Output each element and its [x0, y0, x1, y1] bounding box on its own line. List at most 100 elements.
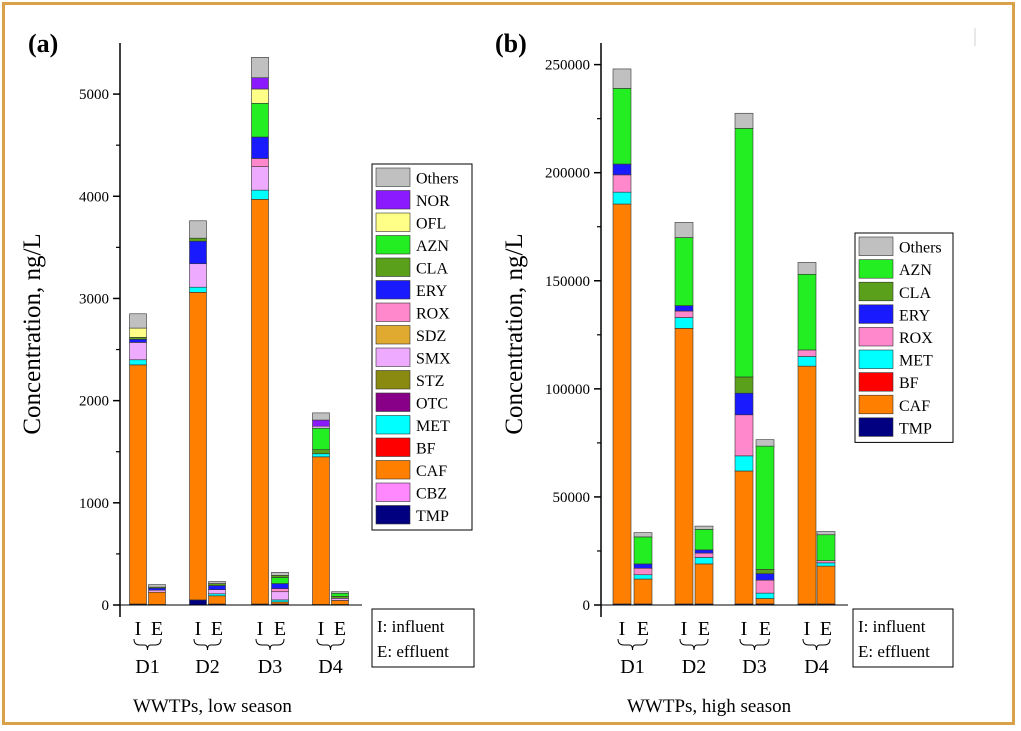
panel-b-bar-D1-E-AZN	[633, 536, 653, 565]
panel-a-label: (a)	[28, 29, 58, 58]
panel-a-bar-D2-E-SMX	[208, 589, 226, 595]
panel-b-legend-label-ROX: ROX	[899, 330, 933, 347]
panel-a-legend-swatch-Others	[375, 167, 411, 187]
panel-a-tick-I: I	[135, 618, 142, 640]
panel-a-bar-D1-E-CAF	[148, 591, 166, 605]
panel-a-bar-D2-I-Others	[189, 220, 207, 239]
panel-a-x-label: WWTPs, low season	[133, 696, 292, 717]
panel-b-tick-E: E	[637, 618, 649, 640]
panel-a-group-brace	[193, 638, 222, 651]
panel-a-group-brace	[316, 638, 345, 651]
panel-a-bar-D3-I-NOR	[251, 77, 269, 90]
panel-a-bar-D3-I-SMX	[251, 166, 269, 191]
panel-a-legend-swatch-TMP	[375, 505, 411, 525]
panel-b-tick-I: I	[804, 618, 811, 640]
panel-b-legend-label-ERY: ERY	[899, 307, 931, 324]
panel-b-legend-label-BF: BF	[899, 375, 919, 392]
panel-b-legend-swatch-BF	[858, 372, 894, 392]
panel-a-tick-E: E	[274, 618, 286, 640]
panel-b-legend-label-TMP: TMP	[899, 420, 932, 437]
panel-a-bar-D4-E-AZN	[331, 592, 349, 597]
panel-b-group-brace	[617, 638, 648, 651]
panel-b-bar-D2-I-AZN	[674, 237, 694, 306]
panel-b-group-D1: D1	[620, 656, 644, 678]
panel-a-bar-D2-E-MET	[208, 593, 226, 597]
panel-b-bar-D2-E-AZN	[694, 529, 714, 551]
panel-b-bar-D4-I-ROX	[797, 349, 817, 357]
panel-a-legend-label-CBZ: CBZ	[416, 486, 447, 503]
panel-b-legend-swatch-ERY	[858, 304, 894, 324]
panel-a-bar-D4-I-NOR	[312, 419, 330, 427]
panel-a-bar-D3-E-SMX	[271, 591, 289, 601]
panel-a-legend-swatch-OTC	[375, 392, 411, 412]
panel-a-legend-swatch-CBZ	[375, 482, 411, 502]
panel-a-bar-D1-I-ERY	[129, 339, 147, 343]
panel-b-bar-D2-E-CAF	[694, 563, 714, 605]
panel-b-legend-swatch-TMP	[858, 417, 894, 437]
panel-b-legend-label-CAF: CAF	[899, 398, 930, 415]
panel-b-bar-D2-E-MET	[694, 557, 714, 565]
panel-b-bar-D1-I-ERY	[612, 163, 632, 176]
panel-b-legend-label-CLA: CLA	[899, 285, 931, 302]
panel-b-bar-D3-E-AZN	[755, 445, 775, 570]
panel-a-bar-D3-I-Others	[251, 57, 269, 79]
panel-a-bar-D3-I-ERY	[251, 136, 269, 159]
panel-a-legend-label-BF: BF	[416, 441, 436, 458]
panel-a-legend-label-ROX: ROX	[416, 306, 450, 323]
panel-a-legend-swatch-CLA	[375, 257, 411, 277]
panel-b-bar-D2-E-ERY	[694, 549, 714, 554]
panel-a-bar-D3-I-ROX	[251, 158, 269, 167]
panel-a-group-brace	[255, 638, 285, 651]
panel-b-bar-D4-E-MET	[816, 562, 836, 567]
panel-a-y-tick-label: 2000	[79, 394, 109, 410]
panel-a-bar-D1-E-Others	[148, 584, 166, 588]
panel-a-bar-D2-I-CLA	[189, 237, 207, 242]
panel-b-bar-D3-E-Others	[755, 439, 775, 447]
panel-a-legend-label-CLA: CLA	[416, 261, 448, 278]
panel-a-bar-D1-I-CLA	[129, 336, 147, 340]
panel-b-y-tick-label: 200000	[545, 166, 590, 182]
panel-b-bar-D4-E-ROX	[816, 560, 836, 564]
panel-a-legend-label-MET: MET	[416, 418, 450, 435]
panel-b-bar-D3-I-ROX	[734, 414, 754, 457]
panel-b-bar-D4-E-Others	[816, 531, 836, 536]
panel-b-y-tick-label: 0	[583, 598, 591, 614]
panel-a-legend-swatch-SDZ	[375, 325, 411, 345]
panel-a-note-line: E: effluent	[377, 642, 449, 661]
panel-b-bar-D2-I-ERY	[674, 305, 694, 312]
panel-a-tick-E: E	[211, 618, 223, 640]
panel-b-bar-D4-I-CAF	[797, 365, 817, 605]
panel-a-y-tick-label: 5000	[79, 87, 109, 103]
panel-b-bar-D4-I-AZN	[797, 273, 817, 351]
panel-a-legend-label-STZ: STZ	[416, 373, 444, 390]
panel-b-tick-E: E	[820, 618, 832, 640]
panel-b-tick-E: E	[698, 618, 710, 640]
panel-b-bar-D3-I-Others	[734, 112, 754, 129]
panel-a-legend-swatch-ERY	[375, 280, 411, 300]
panel-a-legend-label-OTC: OTC	[416, 396, 448, 413]
panel-b-bar-D3-E-CAF	[755, 598, 775, 605]
panel-b-bar-D4-I-Others	[797, 262, 817, 275]
panel-a-legend-label-AZN: AZN	[416, 238, 449, 255]
panel-b-bar-D4-E-AZN	[816, 534, 836, 561]
panel-a-y-tick-label: 1000	[79, 496, 109, 512]
panel-a-bar-D3-E-CAF	[271, 601, 289, 605]
panel-b-bar-D2-I-Others	[674, 222, 694, 238]
panel-b-bar-D2-I-MET	[674, 317, 694, 329]
panel-a-bar-D3-E-CLA	[271, 575, 289, 578]
panel-b-bar-D1-E-MET	[633, 574, 653, 580]
panel-a-note-box	[371, 608, 475, 668]
panel-b-bar-D2-E-Others	[694, 525, 714, 530]
panel-a-group-D2: D2	[195, 656, 219, 678]
panel-a-bar-D2-I-MET	[189, 286, 207, 293]
panel-a-bar-D1-E-SMX	[148, 589, 166, 593]
panel-a-bar-D2-E-CAF	[208, 595, 226, 605]
panel-a-bar-D4-E-CAF	[331, 600, 349, 605]
panel-b-legend-label-AZN: AZN	[899, 262, 932, 279]
panel-a-bar-D3-E-AZN	[271, 577, 289, 584]
panel-a-bar-D1-I-CAF	[129, 364, 147, 605]
panel-a-bar-D3-I-OFL	[251, 88, 269, 104]
panel-a-bar-D4-I-AZN	[312, 427, 330, 450]
panel-b-bar-D4-E-CAF	[816, 565, 836, 605]
panel-b-legend-swatch-ROX	[858, 327, 894, 347]
